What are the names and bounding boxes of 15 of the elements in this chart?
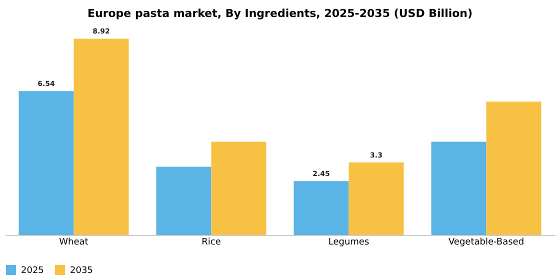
bar <box>156 166 212 235</box>
bar <box>294 181 349 235</box>
chart-title: Europe pasta market, By Ingredients, 2025-2035 (USD Billion) <box>87 7 473 20</box>
legend-label: 2035 <box>70 266 93 276</box>
legend-label: 2025 <box>21 266 44 276</box>
bar <box>74 38 129 235</box>
x-tick-label: Rice <box>202 238 222 248</box>
x-tick-label: Legumes <box>328 238 370 248</box>
bar <box>431 142 486 235</box>
bar <box>211 142 266 235</box>
bar <box>486 102 542 235</box>
bar <box>18 91 74 235</box>
x-tick-label: Vegetable-Based <box>448 238 524 248</box>
bar <box>348 162 404 235</box>
x-tick-label: Wheat <box>59 238 89 248</box>
